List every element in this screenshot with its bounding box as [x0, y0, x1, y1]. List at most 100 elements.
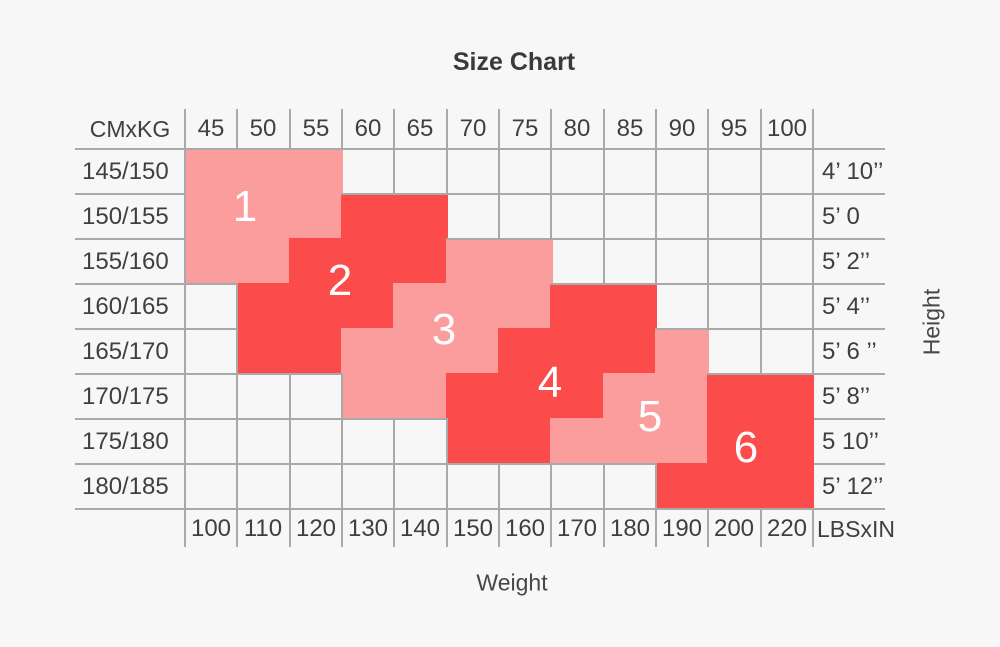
grid-line-horizontal [236, 373, 290, 375]
grid-line-vertical [760, 328, 762, 375]
grid-line-horizontal [446, 148, 500, 150]
kg-header-cell: 95 [720, 115, 748, 142]
grid-line-vertical [655, 508, 657, 547]
grid-line-vertical [236, 508, 238, 547]
grid-line-vertical [603, 238, 605, 285]
grid-line-horizontal [75, 238, 186, 240]
grid-line-horizontal [760, 373, 814, 375]
grid-line-horizontal [603, 463, 657, 465]
grid-line-horizontal [814, 508, 885, 510]
size-region-1 [184, 238, 291, 285]
grid-line-horizontal [760, 328, 814, 330]
size-region-1 [184, 193, 343, 240]
grid-line-vertical [707, 148, 709, 195]
grid-line-horizontal [814, 193, 885, 195]
grid-line-horizontal [341, 418, 395, 420]
grid-line-horizontal [393, 418, 447, 420]
grid-line-vertical [760, 193, 762, 240]
height-axis-label: Height [918, 288, 945, 356]
height-ftin-row-label: 5 10’’ [822, 427, 879, 455]
grid-line-horizontal [498, 148, 552, 150]
grid-line-vertical [812, 328, 814, 375]
grid-line-horizontal [184, 463, 238, 465]
grid-line-vertical [184, 328, 186, 375]
grid-line-horizontal [707, 238, 761, 240]
kg-header-cell: 65 [406, 115, 434, 142]
height-ftin-row-label: 5’ 6 ’’ [822, 337, 877, 365]
grid-line-horizontal [289, 148, 343, 150]
grid-line-vertical [289, 109, 291, 150]
size-region-2 [236, 328, 343, 375]
grid-line-horizontal [550, 238, 604, 240]
lbs-footer-cell: 100 [190, 515, 232, 542]
grid-line-horizontal [236, 463, 290, 465]
grid-line-vertical [550, 148, 552, 195]
grid-line-horizontal [498, 193, 552, 195]
grid-line-vertical [184, 283, 186, 330]
height-cm-row-label: 180/185 [82, 472, 169, 500]
lbs-footer-cell: 140 [399, 515, 441, 542]
height-ftin-row-label: 5’ 8’’ [822, 382, 871, 410]
grid-line-vertical [446, 508, 448, 547]
grid-line-vertical [236, 109, 238, 150]
grid-line-horizontal [289, 463, 343, 465]
grid-line-vertical [812, 193, 814, 240]
height-cm-row-label: 175/180 [82, 427, 169, 455]
grid-line-horizontal [393, 193, 447, 195]
size-region-4 [446, 373, 605, 420]
lbs-footer-cell: 160 [504, 515, 546, 542]
size-region-6 [707, 418, 814, 465]
grid-line-vertical [550, 193, 552, 240]
size-region-2 [236, 283, 395, 330]
grid-line-vertical [707, 508, 709, 547]
size-region-2 [289, 238, 448, 285]
grid-line-horizontal [550, 193, 604, 195]
grid-line-vertical [812, 508, 814, 547]
kg-header-cell: 70 [459, 115, 487, 142]
grid-line-horizontal [341, 148, 395, 150]
grid-line-horizontal [184, 418, 238, 420]
grid-line-horizontal [760, 283, 814, 285]
grid-line-horizontal [75, 508, 186, 510]
grid-line-vertical [393, 508, 395, 547]
grid-line-horizontal [603, 148, 657, 150]
grid-line-horizontal [603, 508, 657, 510]
size-region-label-2: 2 [327, 256, 353, 306]
grid-line-vertical [498, 193, 500, 240]
unit-corner-cmxkg: CMxKG [89, 115, 171, 142]
grid-line-vertical [393, 148, 395, 195]
grid-line-horizontal [446, 463, 500, 465]
lbs-footer-cell: 110 [243, 515, 283, 542]
kg-header-cell: 80 [563, 115, 591, 142]
grid-line-horizontal [603, 238, 657, 240]
grid-line-horizontal [75, 328, 186, 330]
grid-line-vertical [760, 148, 762, 195]
grid-line-horizontal [550, 283, 604, 285]
grid-line-horizontal [184, 373, 238, 375]
grid-line-horizontal [184, 148, 238, 150]
grid-line-horizontal [341, 193, 395, 195]
grid-line-vertical [236, 328, 238, 375]
grid-line-vertical [446, 109, 448, 150]
lbs-footer-cell: 170 [556, 515, 598, 542]
grid-line-vertical [184, 109, 186, 150]
grid-line-vertical [707, 193, 709, 240]
grid-line-horizontal [75, 373, 186, 375]
height-cm-row-label: 160/165 [82, 292, 169, 320]
grid-line-vertical [393, 463, 395, 510]
size-region-1 [184, 148, 343, 195]
grid-line-vertical [446, 463, 448, 510]
grid-line-vertical [341, 508, 343, 547]
grid-line-horizontal [446, 238, 500, 240]
chart-title: Size Chart [452, 48, 576, 76]
size-region-4 [498, 328, 657, 375]
lbs-footer-cell: 130 [347, 515, 389, 542]
grid-line-horizontal [655, 328, 709, 330]
grid-line-horizontal [184, 283, 238, 285]
grid-line-horizontal [75, 463, 186, 465]
lbs-footer-cell: 200 [713, 515, 755, 542]
size-region-5 [550, 418, 709, 465]
grid-line-horizontal [707, 283, 761, 285]
grid-line-vertical [289, 463, 291, 510]
kg-header-cell: 55 [302, 115, 330, 142]
